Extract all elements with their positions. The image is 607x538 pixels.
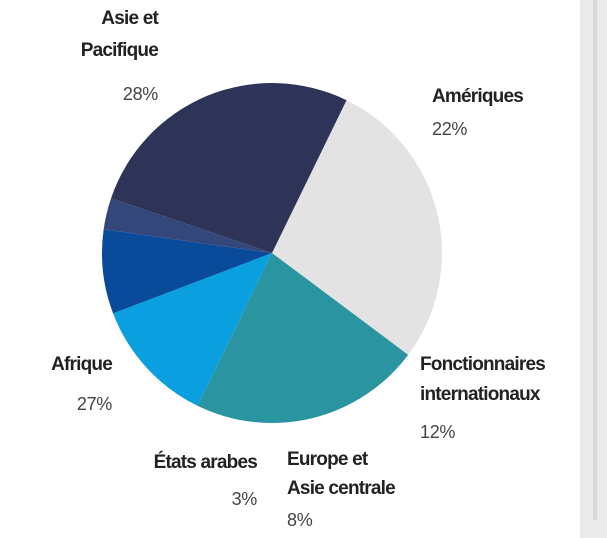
- slice-value-label: 22%: [432, 119, 467, 139]
- slice-value-label: 3%: [232, 489, 258, 509]
- slice-label: Fonctionnaires: [420, 354, 545, 375]
- pie-slice: [113, 253, 272, 406]
- pie-slice: [111, 82, 347, 253]
- pie-slice: [272, 100, 442, 355]
- slice-value-label: 28%: [123, 84, 158, 104]
- slice-value-label: 12%: [420, 422, 455, 442]
- pie-slice: [102, 229, 272, 314]
- slice-label: Europe et: [287, 449, 369, 470]
- slice-label: Asie centrale: [287, 478, 395, 499]
- slice-label: Afrique: [51, 354, 112, 375]
- slice-value-label: 8%: [287, 510, 313, 530]
- slice-label: internationaux: [420, 384, 541, 405]
- slice-label: Amériques: [432, 86, 523, 107]
- slice-value-label: 27%: [77, 394, 112, 414]
- slice-label: Pacifique: [81, 40, 159, 61]
- pie-slice: [197, 253, 409, 423]
- pie-slice: [103, 198, 273, 253]
- slice-label: États arabes: [154, 451, 258, 473]
- slice-label: Asie et: [101, 8, 159, 29]
- scrollbar-thumb: [593, 0, 597, 520]
